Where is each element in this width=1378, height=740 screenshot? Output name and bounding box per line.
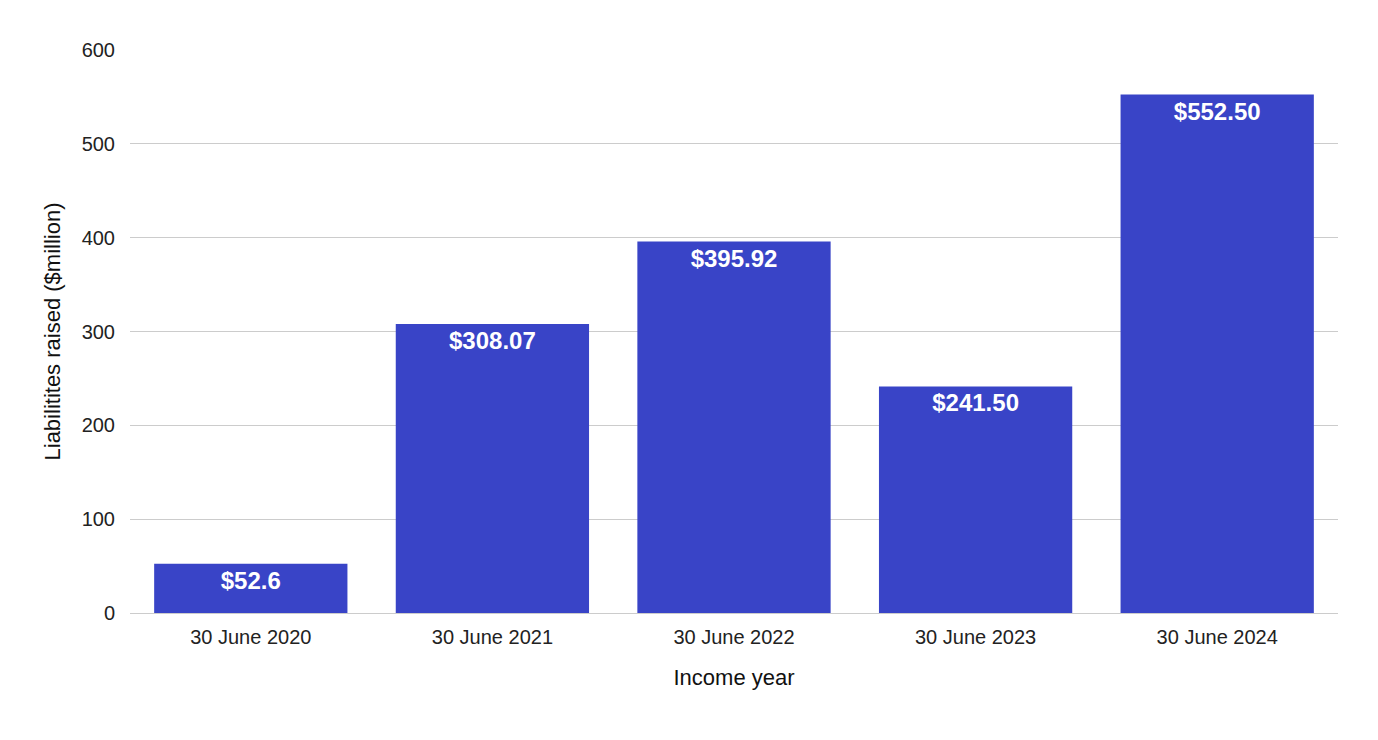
svg-text:30 June 2021: 30 June 2021 <box>432 626 553 648</box>
svg-text:Liabilitites raised ($million): Liabilitites raised ($million) <box>40 203 65 461</box>
svg-text:$395.92: $395.92 <box>691 245 778 272</box>
svg-text:$552.50: $552.50 <box>1174 98 1261 125</box>
svg-text:30 June 2020: 30 June 2020 <box>190 626 311 648</box>
svg-text:500: 500 <box>82 133 115 155</box>
svg-text:30 June 2022: 30 June 2022 <box>673 626 794 648</box>
svg-text:100: 100 <box>82 508 115 530</box>
svg-text:300: 300 <box>82 321 115 343</box>
svg-text:$308.07: $308.07 <box>449 327 536 354</box>
svg-text:Income year: Income year <box>673 665 794 690</box>
svg-text:30 June 2024: 30 June 2024 <box>1157 626 1278 648</box>
svg-text:30 June 2023: 30 June 2023 <box>915 626 1036 648</box>
svg-text:$52.6: $52.6 <box>221 567 281 594</box>
svg-text:200: 200 <box>82 414 115 436</box>
svg-text:400: 400 <box>82 227 115 249</box>
svg-text:0: 0 <box>104 602 115 624</box>
svg-text:600: 600 <box>82 39 115 61</box>
svg-text:$241.50: $241.50 <box>932 389 1019 416</box>
